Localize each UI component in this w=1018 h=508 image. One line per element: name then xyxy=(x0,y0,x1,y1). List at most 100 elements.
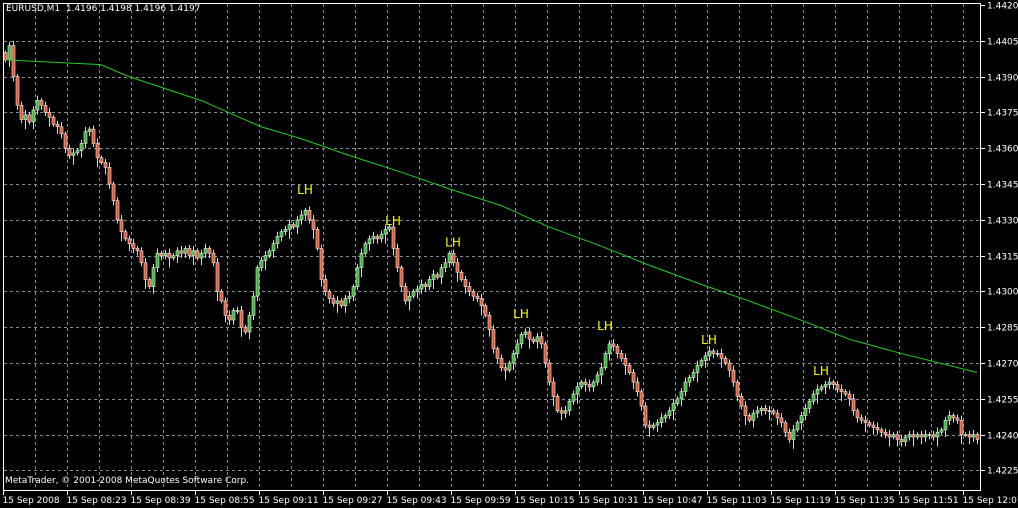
candle-body xyxy=(783,422,788,433)
candle-body xyxy=(751,412,756,421)
candle-body xyxy=(207,248,212,254)
candle-body xyxy=(115,200,120,221)
candle-body xyxy=(903,436,908,443)
candle-body xyxy=(215,262,220,292)
candle-body xyxy=(795,422,800,431)
candle-body xyxy=(39,100,44,106)
candle-body xyxy=(3,52,8,61)
candle-body xyxy=(67,147,72,156)
candle-body xyxy=(319,248,324,280)
candle-body xyxy=(311,219,316,230)
candle-body xyxy=(839,388,844,392)
candle-body xyxy=(811,393,816,402)
candle-body xyxy=(211,252,216,264)
candle-body xyxy=(735,381,740,397)
candle-body xyxy=(251,295,256,316)
candle-body xyxy=(859,417,864,421)
candle-body xyxy=(47,112,52,118)
y-tick-label: 1.4330 xyxy=(987,217,1018,227)
candle-body xyxy=(671,403,676,412)
candle-body xyxy=(727,362,732,371)
candle-body xyxy=(119,219,124,233)
candle-body xyxy=(923,434,928,438)
candle-body xyxy=(299,214,304,221)
candle-body xyxy=(295,219,300,228)
candle-body xyxy=(755,410,760,414)
candle-body xyxy=(927,434,932,436)
candle-body xyxy=(855,410,860,419)
candle-body xyxy=(87,128,92,132)
candle-body xyxy=(499,357,504,369)
y-tick-label: 1.4345 xyxy=(987,181,1018,191)
candle-body xyxy=(219,291,224,302)
lower-high-label: LH xyxy=(701,333,717,347)
candle-body xyxy=(487,314,492,330)
candle-body xyxy=(667,410,672,416)
candle-body xyxy=(83,131,88,144)
candle-body xyxy=(635,381,640,392)
candle-body xyxy=(339,300,344,307)
candle-body xyxy=(147,279,152,287)
candle-body xyxy=(11,45,16,77)
lower-high-label: LH xyxy=(597,319,613,333)
x-tick-label: 15 Sep 11:03 xyxy=(707,496,767,506)
candle-body xyxy=(963,434,968,436)
candle-body xyxy=(23,114,28,120)
candle-body xyxy=(399,267,404,287)
candle-body xyxy=(199,252,204,259)
candle-body xyxy=(159,252,164,256)
y-tick-label: 1.4405 xyxy=(987,38,1018,48)
candle-body xyxy=(891,434,896,438)
candle-body xyxy=(495,348,500,359)
candle-body xyxy=(31,109,36,123)
x-tick-label: 15 Sep 11:19 xyxy=(771,496,831,506)
candle-body xyxy=(703,355,708,361)
candle-body xyxy=(7,45,12,61)
candle-body xyxy=(91,128,96,144)
x-tick-label: 15 Sep 11:35 xyxy=(835,496,895,506)
candle-body xyxy=(887,434,892,438)
candle-body xyxy=(603,353,608,369)
candle-body xyxy=(707,350,712,357)
candle-body xyxy=(807,400,812,409)
candle-body xyxy=(195,250,200,259)
candle-body xyxy=(651,424,656,428)
time-axis[interactable]: 15 Sep 2008 15 Sep 08:23 15 Sep 08:39 15 Se… xyxy=(3,491,1018,506)
candle-body xyxy=(15,76,20,106)
candle-body xyxy=(767,410,772,413)
candle-body xyxy=(355,267,360,287)
candle-body xyxy=(715,353,720,355)
candle-body xyxy=(143,262,148,280)
candle-body xyxy=(571,393,576,402)
candle-body xyxy=(239,310,244,328)
price-axis[interactable]: 1.4420 1.4405 1.4390 1.4375 1.4360 1.4345 1.43… xyxy=(981,2,1018,477)
candle-body xyxy=(799,415,804,423)
candles xyxy=(3,40,980,449)
candle-body xyxy=(123,231,128,240)
candle-body xyxy=(347,295,352,299)
candle-body xyxy=(343,298,348,307)
candle-body xyxy=(431,274,436,280)
candle-body xyxy=(391,226,396,249)
candle-body xyxy=(259,260,264,268)
candle-body xyxy=(43,104,48,113)
annotations: LH LH LH LH LH LH LH xyxy=(297,183,829,378)
y-tick-label: 1.4255 xyxy=(987,396,1018,406)
candle-body xyxy=(911,434,916,438)
candle-body xyxy=(975,434,980,440)
candle-body xyxy=(551,381,556,397)
candle-body xyxy=(395,248,400,268)
candle-body xyxy=(19,104,24,120)
candle-body xyxy=(371,236,376,240)
candle-body xyxy=(675,398,680,404)
candle-body xyxy=(523,331,528,335)
candle-body xyxy=(427,279,432,287)
x-tick-label: 15 Sep 11:51 xyxy=(899,496,959,506)
candle-body xyxy=(959,419,964,435)
y-tick-label: 1.4315 xyxy=(987,253,1018,263)
candle-body xyxy=(791,429,796,440)
candle-body xyxy=(439,267,444,278)
x-tick-label: 15 Sep 08:55 xyxy=(195,496,255,506)
candle-body xyxy=(615,345,620,354)
